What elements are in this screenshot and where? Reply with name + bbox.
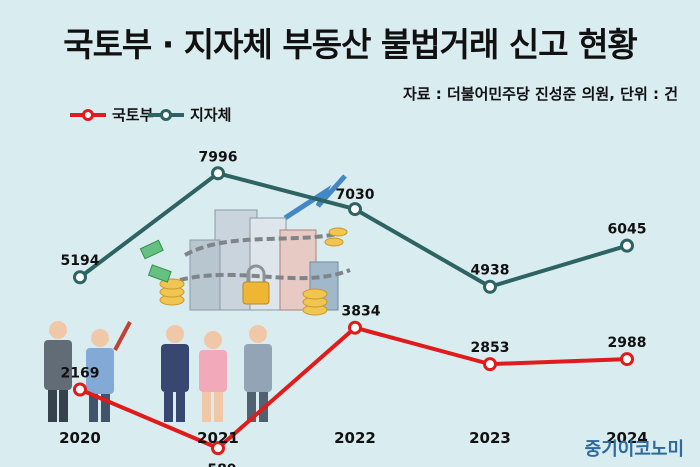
data-label-national-2021: 589 [207,462,236,467]
police-officer-icon [86,321,132,422]
publisher-logo: 중기이코노미 [584,439,684,460]
data-point-national-2020 [73,382,87,397]
money-bill-icon [147,264,172,283]
data-label-local-2024: 6045 [608,222,647,238]
data-label-national-2020: 2169 [61,366,100,382]
series-markers [73,166,634,456]
building-icon [189,239,221,311]
x-axis-tick-labels: 2020 2021 2022 2023 2024 [59,429,648,447]
data-label-national-2023: 2853 [471,340,510,356]
person-icon [199,331,227,422]
padlock-icon [242,281,270,305]
data-label-national-2022: 3834 [342,304,381,320]
data-label-local-2021: 7996 [199,149,238,165]
legend-label-national: 국토부 [112,106,154,124]
padlock-shackle [246,264,266,282]
x-tick-label-2021: 2021 [197,429,239,447]
legend-label-local: 지자체 [190,106,231,124]
x-tick-label-2020: 2020 [59,429,101,447]
source-note: 자료 : 더불어민주당 진성준 의원, 단위 : 건 [402,85,678,103]
legend-item-local: 지자체 [148,106,231,124]
data-point-local-2020 [73,270,87,285]
data-label-national-2024: 2988 [608,335,647,351]
legend-swatch-local-marker [160,109,172,121]
chart-title: 국토부 · 지자체 부동산 불법거래 신고 현황 [63,25,638,64]
data-point-national-2021 [211,441,225,456]
data-point-local-2024 [620,238,634,253]
data-point-national-2022 [348,320,362,335]
data-point-national-2023 [483,357,497,372]
person-icon [244,325,272,422]
person-icon [161,325,189,422]
legend: 국토부 지자체 [70,106,231,124]
legend-item-national: 국토부 [70,106,154,124]
data-labels: 2169 589 3834 2853 2988 5194 7996 7030 4938 6045 [61,149,647,467]
x-tick-label-2024: 2024 [606,429,648,447]
person-icon [44,321,72,422]
chain-icon [179,230,351,282]
x-tick-label-2023: 2023 [469,429,511,447]
x-tick-label-2022: 2022 [334,429,376,447]
money-bill-icon [139,239,164,260]
data-label-local-2023: 4938 [471,263,510,279]
legend-swatch-national-marker [82,109,94,121]
data-point-local-2021 [211,166,225,181]
data-label-local-2022: 7030 [336,187,375,203]
data-point-local-2022 [348,202,362,217]
data-point-national-2024 [620,352,634,367]
data-label-local-2020: 5194 [61,253,100,269]
data-point-local-2023 [483,279,497,294]
illustration [44,174,351,422]
